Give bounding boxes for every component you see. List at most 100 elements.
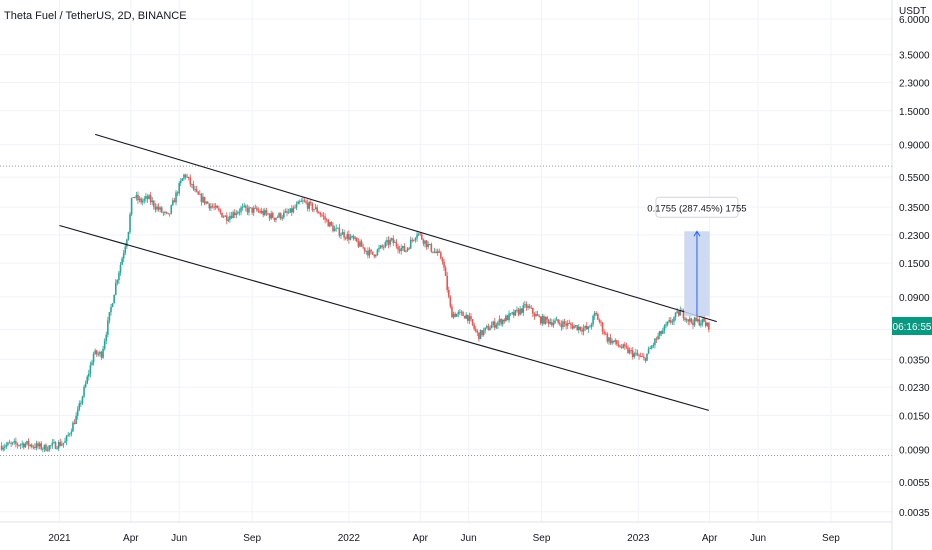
candle-body (138, 198, 141, 201)
y-tick-label: 2.3000 (899, 78, 930, 89)
candle-body (97, 353, 100, 355)
candle-body (543, 316, 545, 324)
candle-body (203, 196, 206, 204)
candle-body (532, 307, 534, 314)
candle-body (578, 326, 580, 331)
candle-body (170, 205, 173, 214)
candle-body (360, 241, 363, 247)
candle-body (479, 330, 482, 340)
candle-body (370, 249, 372, 252)
candle-body (528, 306, 531, 308)
candle-body (162, 212, 165, 214)
candle-body (256, 207, 258, 211)
candle-body (555, 319, 558, 321)
candle-body (468, 316, 471, 321)
current-price-tag: 06:16:55 (892, 317, 932, 336)
candle-body (181, 178, 184, 181)
candle-body (512, 312, 515, 316)
candle-body (341, 232, 344, 235)
x-tick-label: Sep (533, 533, 551, 544)
candle-body (84, 383, 87, 387)
candle-body (18, 445, 20, 447)
candle-body (286, 211, 288, 213)
candle-body (298, 201, 301, 203)
channel-upper-line[interactable] (94, 133, 717, 323)
candle-body (5, 444, 8, 447)
candle-body (32, 446, 35, 448)
y-tick-label: 0.9000 (899, 141, 930, 152)
candles (0, 173, 710, 453)
candle-body (373, 254, 376, 257)
candle-body (576, 325, 579, 331)
candle-body (433, 251, 436, 253)
candle-body (403, 246, 406, 252)
candle-body (210, 206, 212, 209)
candle-body (176, 192, 179, 194)
candle-body (95, 350, 98, 355)
time-axis[interactable]: 2021 Apr Jun Sep 2022 Apr Jun Sep 2023 Apr Jun Sep (0, 521, 892, 544)
candle-body (505, 315, 507, 322)
candle-body (107, 320, 109, 335)
candle-body (322, 215, 325, 217)
candle-body (527, 306, 529, 308)
candle-body (511, 312, 514, 314)
candle-body (417, 233, 420, 235)
candle-body (676, 311, 678, 313)
candle-body (682, 310, 685, 319)
candle-body (571, 325, 574, 329)
candle-body (459, 311, 461, 313)
y-tick-label: 1.5000 (899, 107, 930, 118)
candle-body (557, 319, 559, 323)
candle-body (413, 240, 415, 241)
candle-body (249, 207, 252, 209)
candle-body (489, 328, 491, 331)
x-tick-label: 2023 (627, 533, 650, 544)
candle-body (92, 354, 95, 363)
candle-body (68, 433, 71, 435)
price-axis[interactable]: USDT 6.0000 3.5000 2.3000 1.5000 0.9000 0.550… (891, 0, 930, 550)
candle-body (397, 246, 399, 250)
candle-body (319, 213, 322, 215)
trend-channel[interactable] (59, 133, 717, 411)
candle-body (91, 362, 93, 366)
candle-body (698, 319, 701, 326)
candle-body (481, 330, 483, 336)
candle-body (492, 321, 494, 326)
candle-body (7, 442, 9, 445)
candle-body (638, 355, 640, 357)
candle-body (340, 234, 342, 236)
candle-body (30, 444, 33, 447)
candle-body (438, 251, 441, 253)
channel-lower-line[interactable] (59, 224, 709, 411)
candle-body (665, 324, 667, 326)
candle-body (609, 337, 612, 344)
candle-body (118, 272, 120, 281)
measure-tool[interactable]: 0.1755 (287.45%) 1755 (647, 196, 747, 317)
candle-body (149, 195, 152, 203)
candle-body (40, 443, 43, 450)
candle-body (401, 246, 404, 248)
candle-body (26, 440, 28, 444)
candle-body (411, 239, 414, 241)
candle-body (0, 445, 3, 450)
candle-body (324, 216, 326, 220)
candle-body (133, 197, 136, 198)
candle-body (200, 193, 203, 202)
candle-body (240, 207, 242, 212)
candle-body (216, 205, 219, 209)
candle-body (191, 184, 193, 185)
candle-body (654, 338, 656, 345)
candle-body (444, 267, 447, 276)
candle-body (503, 319, 506, 322)
candle-body (452, 313, 455, 318)
candle-body (235, 213, 238, 216)
candle-body (363, 247, 366, 252)
candle-body (447, 289, 450, 297)
candle-body (164, 211, 166, 213)
candle-body (278, 213, 280, 218)
candle-body (616, 340, 618, 345)
candle-body (8, 442, 11, 444)
candle-body (552, 322, 555, 326)
